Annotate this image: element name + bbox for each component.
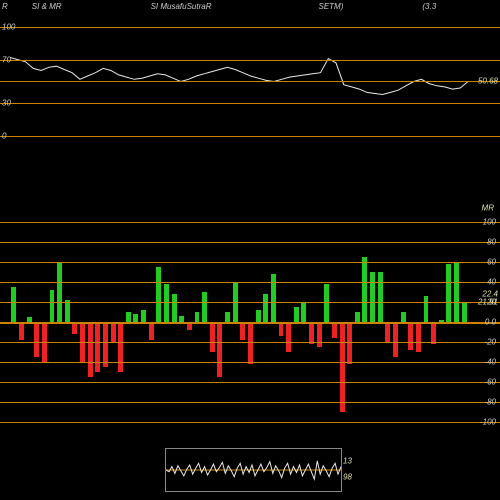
bar bbox=[431, 322, 436, 344]
bar bbox=[294, 307, 299, 322]
y-tick-label: -100 bbox=[480, 418, 496, 427]
mini-panel bbox=[165, 448, 342, 492]
y-tick-label: 60 bbox=[487, 258, 496, 267]
bar bbox=[370, 272, 375, 322]
bar bbox=[424, 296, 429, 322]
bar bbox=[446, 264, 451, 322]
gridline bbox=[0, 242, 500, 243]
gridline bbox=[0, 422, 500, 423]
y-tick-label: 0 bbox=[2, 132, 6, 141]
bar bbox=[225, 312, 230, 322]
bar bbox=[263, 294, 268, 322]
bar bbox=[195, 312, 200, 322]
y-tick-label: 0 0 bbox=[485, 318, 496, 327]
bar bbox=[362, 257, 367, 322]
gridline bbox=[0, 302, 500, 303]
bar bbox=[133, 314, 138, 322]
y-tick-label: 80 bbox=[487, 238, 496, 247]
gridline bbox=[0, 282, 500, 283]
rsi-current-value: 50.68 bbox=[478, 76, 498, 85]
bar bbox=[240, 322, 245, 340]
bar bbox=[462, 302, 467, 322]
bar bbox=[88, 322, 93, 377]
y-tick-label: 100 bbox=[2, 22, 15, 31]
bar bbox=[355, 312, 360, 322]
bar bbox=[111, 322, 116, 342]
header-item: R bbox=[0, 2, 10, 14]
bar bbox=[118, 322, 123, 372]
gridline bbox=[0, 322, 500, 324]
gridline bbox=[0, 382, 500, 383]
bar bbox=[332, 322, 337, 338]
y-tick-label: 40 bbox=[487, 278, 496, 287]
bar bbox=[340, 322, 345, 412]
y-tick-label: -80 bbox=[484, 398, 496, 407]
bar bbox=[317, 322, 322, 347]
bar bbox=[454, 262, 459, 322]
y-tick-label: -60 bbox=[484, 378, 496, 387]
bar bbox=[256, 310, 261, 322]
bar bbox=[50, 290, 55, 322]
bar bbox=[248, 322, 253, 364]
rsi-panel bbox=[0, 16, 500, 136]
bar bbox=[149, 322, 154, 340]
current-value-label: 21.91 bbox=[478, 298, 498, 307]
gridline bbox=[0, 222, 500, 223]
gridline bbox=[0, 81, 500, 82]
bar bbox=[34, 322, 39, 357]
gridline bbox=[0, 136, 500, 137]
bar bbox=[309, 322, 314, 344]
bar bbox=[65, 300, 70, 322]
gridline bbox=[0, 342, 500, 343]
gridline bbox=[0, 362, 500, 363]
bar bbox=[172, 294, 177, 322]
mini-line bbox=[166, 449, 341, 491]
y-tick-label: -40 bbox=[484, 358, 496, 367]
bar bbox=[210, 322, 215, 352]
gridline bbox=[0, 103, 500, 104]
bar bbox=[11, 287, 16, 322]
bar bbox=[393, 322, 398, 357]
header-item: SI MusafuSutraR bbox=[149, 2, 214, 14]
header-item: SI & MR bbox=[30, 2, 64, 14]
y-tick-label: 30 bbox=[2, 99, 11, 108]
bar bbox=[19, 322, 24, 340]
bar bbox=[103, 322, 108, 367]
gridline bbox=[0, 262, 500, 263]
header-item: SETM) bbox=[316, 2, 345, 14]
bar bbox=[347, 322, 352, 364]
bar bbox=[57, 262, 62, 322]
bar bbox=[164, 284, 169, 322]
bar bbox=[202, 292, 207, 322]
bar bbox=[95, 322, 100, 372]
mini-value-label: 13 bbox=[343, 456, 352, 465]
bar bbox=[324, 284, 329, 322]
bar bbox=[408, 322, 413, 350]
bar bbox=[378, 272, 383, 322]
gridline bbox=[0, 402, 500, 403]
bar bbox=[126, 312, 131, 322]
bar bbox=[156, 267, 161, 322]
macd-panel bbox=[0, 222, 500, 422]
y-tick-label: 70 bbox=[2, 55, 11, 64]
y-tick-label: 100 bbox=[483, 218, 496, 227]
header-item: (3.3 bbox=[420, 2, 438, 14]
bar bbox=[141, 310, 146, 322]
bar bbox=[279, 322, 284, 336]
header-row: RSI & MRSI MusafuSutraRSETM)(3.3) SPTN)S… bbox=[0, 0, 500, 16]
rsi-line bbox=[10, 16, 468, 136]
y-tick-label: -20 bbox=[484, 338, 496, 347]
mr-label: MR bbox=[482, 204, 494, 213]
bar bbox=[416, 322, 421, 352]
gridline bbox=[0, 27, 500, 28]
bar bbox=[286, 322, 291, 352]
bar bbox=[217, 322, 222, 377]
bar bbox=[401, 312, 406, 322]
gridline bbox=[0, 60, 500, 61]
mini-value-label: 98 bbox=[343, 473, 352, 482]
bar bbox=[385, 322, 390, 342]
bar bbox=[301, 302, 306, 322]
